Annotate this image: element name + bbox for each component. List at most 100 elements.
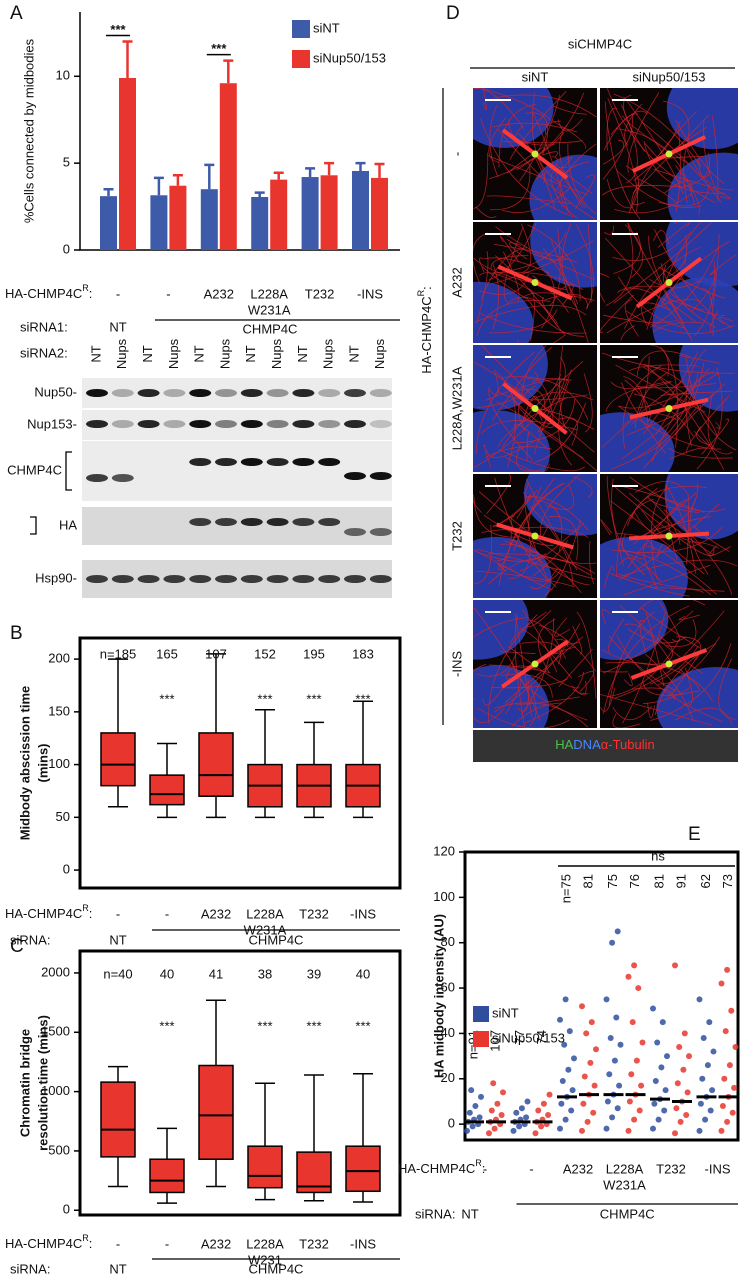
blot-band (189, 458, 212, 466)
fiber (545, 120, 561, 135)
dot (472, 1102, 479, 1109)
bar (352, 170, 369, 250)
dot (664, 1053, 670, 1060)
fiber (527, 486, 542, 554)
column-label: siNup50/153 (633, 69, 706, 84)
fiber (508, 232, 567, 272)
fiber (544, 519, 582, 596)
fiber (521, 641, 561, 665)
fiber (718, 658, 736, 720)
blot-band (369, 575, 392, 583)
fiber (532, 540, 568, 577)
fiber (627, 393, 715, 436)
dot (672, 962, 678, 969)
fiber (605, 237, 692, 338)
fiber (518, 133, 556, 211)
bar (219, 83, 237, 250)
fiber (620, 325, 635, 341)
dot (696, 996, 703, 1003)
panel-label: C (10, 936, 24, 957)
fiber (600, 519, 613, 536)
panel-label: B (10, 623, 23, 644)
fiber (573, 476, 593, 499)
midbody (531, 532, 539, 540)
fiber (623, 94, 645, 152)
fiber (638, 600, 706, 611)
fiber (531, 378, 572, 384)
y-tick-label: 20 (441, 1070, 455, 1085)
legend-swatch (473, 1006, 489, 1022)
x-tick-label: - (165, 906, 169, 921)
dot (581, 1073, 588, 1080)
fiber (712, 233, 720, 307)
blot-band (369, 528, 392, 536)
y-tick-label: 60 (441, 980, 455, 995)
fiber (504, 456, 550, 472)
x-tick-label: A232 (201, 906, 231, 921)
error-bar (204, 163, 215, 190)
blot-band (240, 518, 263, 526)
dot (611, 1057, 618, 1064)
fiber (527, 224, 581, 302)
fiber (678, 537, 715, 556)
blot-band (215, 575, 237, 583)
lane-label: NT (346, 345, 361, 362)
n-label: 81 (580, 874, 595, 888)
dot (584, 1118, 591, 1125)
fiber (488, 386, 534, 462)
fiber (638, 516, 712, 538)
fiber (675, 119, 725, 184)
error-bar (153, 176, 164, 196)
row-label-sup: R (416, 289, 426, 296)
x-tick-label: - (165, 1236, 169, 1251)
bar (251, 197, 269, 250)
dot (606, 1071, 613, 1078)
fiber (558, 648, 593, 687)
fiber (617, 573, 725, 592)
blot-strip (82, 410, 392, 440)
fiber (491, 94, 597, 118)
dot (498, 1112, 505, 1119)
row-label-end: : (89, 906, 93, 921)
nucleus (667, 152, 738, 220)
fiber (532, 275, 569, 313)
x-tick-label: -INS (350, 1236, 376, 1251)
bar (301, 177, 319, 250)
dot (588, 1019, 595, 1026)
midbody (531, 279, 539, 286)
fiber (473, 617, 528, 638)
x-tick-label: A232 (201, 1236, 231, 1251)
dot (718, 1127, 725, 1134)
fiber (664, 180, 693, 196)
dot (469, 1123, 476, 1130)
fiber (515, 696, 580, 705)
fiber (622, 611, 666, 724)
fiber (602, 610, 694, 674)
blot-band (240, 458, 263, 466)
midbody (531, 150, 539, 158)
fiber (522, 292, 595, 301)
fiber (476, 250, 489, 324)
fiber (529, 567, 558, 590)
fiber (611, 526, 723, 553)
significance: *** (257, 691, 272, 706)
lane-label: Nups (114, 338, 129, 369)
dot (476, 1114, 483, 1121)
fiber (624, 224, 644, 278)
blot-band (189, 420, 212, 428)
y-tick-label: 50 (56, 809, 70, 824)
box (149, 774, 185, 806)
column-label: siNT (522, 69, 549, 84)
x-tick-label: L228A (606, 1161, 644, 1176)
fiber (519, 95, 560, 182)
dot (524, 1098, 531, 1105)
lane-label: Nups (166, 338, 181, 369)
legend-label: siNup50/153 (492, 1030, 565, 1045)
dot (546, 1091, 553, 1098)
fiber (486, 195, 572, 205)
bar (371, 177, 388, 250)
y-tick-label: 0 (63, 1202, 70, 1217)
dot (731, 1084, 738, 1091)
fiber (607, 639, 680, 698)
row-label: HA-CHMP4CR: (5, 283, 92, 301)
